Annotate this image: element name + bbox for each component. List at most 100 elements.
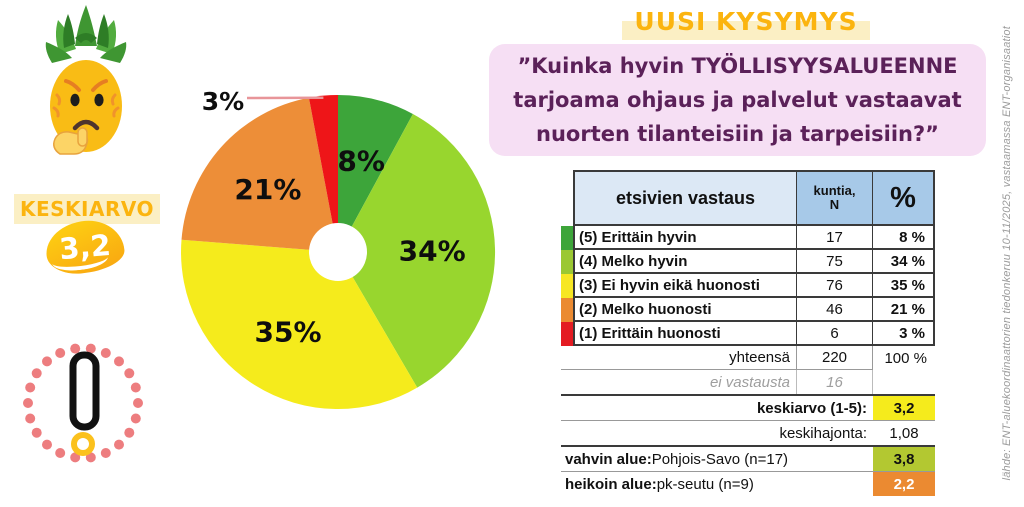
- pineapple-face: [52, 79, 120, 131]
- source-note-text: lähde: ENT-aluekoordinaattorien tiedonke…: [1001, 26, 1013, 481]
- pie-chart: 8% 34% 35% 21% 3%: [181, 87, 496, 410]
- ring-dot: [85, 452, 96, 463]
- table-row-no-answer: ei vastausta 16: [561, 370, 935, 396]
- answer-count: 76: [797, 274, 873, 298]
- pie-slice-(4) Melko hyvin: [338, 114, 496, 388]
- mean-value: 3,2: [873, 396, 935, 420]
- answer-count: 46: [797, 298, 873, 322]
- exclamation-icon: [23, 343, 143, 463]
- answer-label: (4) Melko hyvin: [573, 250, 797, 274]
- pie-label-8%: 8%: [337, 145, 385, 178]
- no-answer-n: 16: [797, 370, 873, 394]
- exclamation-bar: [69, 351, 100, 431]
- answer-percent: 3 %: [873, 322, 935, 346]
- total-label: yhteensä: [561, 346, 797, 370]
- ring-dot: [130, 413, 141, 424]
- page-title: UUSI KYSYMYS: [581, 7, 911, 40]
- pie-label-34%: 34%: [399, 234, 466, 267]
- total-percent: 100 %: [884, 349, 927, 367]
- answer-label: (2) Melko huonosti: [573, 298, 797, 322]
- question-line-1: ”Kuinka hyvin TYÖLLISYYSALUEENNE: [517, 54, 958, 78]
- table-row-2: (2) Melko huonosti 46 21 %: [561, 298, 935, 322]
- ring-dot: [114, 439, 124, 450]
- ring-dot: [133, 398, 143, 408]
- no-answer-label: ei vastausta: [561, 370, 797, 394]
- ring-dot: [124, 427, 135, 438]
- answer-label: (3) Ei hyvin eikä huonosti: [573, 274, 797, 298]
- thinking-hand: [53, 127, 89, 155]
- ring-dot: [25, 382, 36, 393]
- pie-label-3%: 3%: [202, 87, 244, 116]
- ring-dot: [85, 343, 96, 354]
- table-header-n: kuntia, N: [797, 170, 873, 226]
- row-color-swatch: [561, 322, 573, 346]
- row-color-swatch: [561, 274, 573, 298]
- pineapple-crown: [45, 5, 127, 63]
- question-line-2: tarjoama ohjaus ja palvelut vastaavat: [513, 88, 962, 112]
- table-row-worst-region: heikoin alue: pk-seutu (n=9) 2,2: [561, 472, 935, 496]
- table-row-stddev: keskihajonta: 1,08: [561, 421, 935, 447]
- exclamation-dot: [71, 432, 95, 456]
- best-region-label-bold: vahvin alue:: [565, 450, 652, 468]
- ring-dot: [100, 348, 111, 358]
- table-row-total: yhteensä 220 100 %: [561, 346, 935, 370]
- question-line-3: nuorten tilanteisiin ja tarpeisiin?”: [536, 122, 939, 146]
- pie-label-21%: 21%: [234, 173, 301, 206]
- table-row-4: (4) Melko hyvin 75 34 %: [561, 250, 935, 274]
- table-header-answer: etsivien vastaus: [573, 170, 797, 226]
- best-region-value: 3,8: [873, 447, 935, 471]
- row-color-swatch: [561, 226, 573, 250]
- table-header-n-line2: N: [829, 197, 840, 212]
- answer-percent: 21 %: [873, 298, 935, 322]
- stddev-label: keskihajonta:: [779, 424, 867, 442]
- worst-region-label: heikoin alue: pk-seutu (n=9): [561, 472, 873, 496]
- table-header-n-line1: kuntia,: [813, 183, 856, 198]
- answer-count: 6: [797, 322, 873, 346]
- pineapple-svg: [45, 5, 127, 155]
- pie-slice-(5) Erittäin hyvin: [338, 95, 413, 252]
- mean-label: keskiarvo (1-5):: [756, 399, 867, 417]
- best-region-label: vahvin alue: Pohjois-Savo (n=17): [561, 447, 873, 471]
- table-row-mean: keskiarvo (1-5): 3,2: [561, 396, 935, 421]
- table-row-1: (1) Erittäin huonosti 6 3 %: [561, 322, 935, 346]
- ring-dot: [23, 398, 33, 408]
- answer-percent: 8 %: [873, 226, 935, 250]
- ring-dot: [31, 427, 42, 438]
- row-color-swatch: [561, 298, 573, 322]
- donut-hole: [309, 223, 367, 281]
- worst-region-value: 2,2: [873, 472, 935, 496]
- total-n: 220: [797, 346, 873, 370]
- results-table: etsivien vastaus kuntia, N % (5) Erittäi…: [561, 170, 935, 496]
- answer-percent: 35 %: [873, 274, 935, 298]
- pie-slice-(1) Erittäin huonosti: [308, 94, 338, 252]
- pineapple-thinking-emoji-icon: [38, 2, 134, 162]
- answer-percent: 34 %: [873, 250, 935, 274]
- pie-slice-(2) Melko huonosti: [181, 97, 338, 252]
- ring-dot: [70, 452, 81, 463]
- ring-dot: [42, 356, 52, 367]
- page-title-text: UUSI KYSYMYS: [622, 7, 870, 40]
- ring-dot: [25, 413, 36, 424]
- source-note: lähde: ENT-aluekoordinaattorien tiedonke…: [993, 0, 1021, 507]
- table-header-row: etsivien vastaus kuntia, N %: [561, 170, 935, 226]
- answer-label: (5) Erittäin hyvin: [573, 226, 797, 250]
- ring-dot: [114, 356, 124, 367]
- question-box: ”Kuinka hyvin TYÖLLISYYSALUEENNE tarjoam…: [489, 44, 986, 156]
- best-region-label-rest: Pohjois-Savo (n=17): [651, 450, 789, 468]
- table-header-percent: %: [873, 170, 935, 226]
- ring-dot: [55, 348, 66, 358]
- table-row-5: (5) Erittäin hyvin 17 8 %: [561, 226, 935, 250]
- ring-dot: [55, 448, 66, 458]
- ring-dot: [124, 368, 135, 379]
- ring-dot: [100, 448, 111, 458]
- pie-label-35%: 35%: [254, 316, 321, 349]
- answer-label: (1) Erittäin huonosti: [573, 322, 797, 346]
- ring-dot: [31, 368, 42, 379]
- table-row-3: (3) Ei hyvin eikä huonosti 76 35 %: [561, 274, 935, 298]
- table-row-best-region: vahvin alue: Pohjois-Savo (n=17) 3,8: [561, 447, 935, 472]
- worst-region-label-rest: pk-seutu (n=9): [656, 475, 754, 493]
- pie-slice-(3) Ei hyvin eikä huonosti: [181, 239, 418, 410]
- answer-count: 75: [797, 250, 873, 274]
- ring-dot: [70, 343, 81, 354]
- table-body: (5) Erittäin hyvin 17 8 % (4) Melko hyvin 75…: [561, 226, 935, 346]
